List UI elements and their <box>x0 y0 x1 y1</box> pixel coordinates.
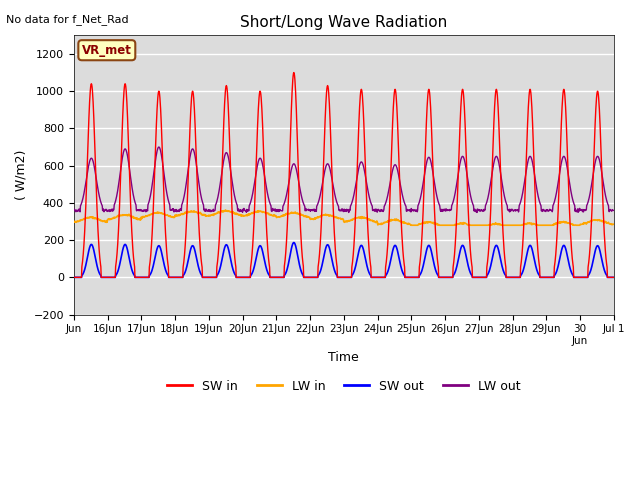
Y-axis label: ( W/m2): ( W/m2) <box>15 150 28 200</box>
X-axis label: Time: Time <box>328 351 359 364</box>
Legend: SW in, LW in, SW out, LW out: SW in, LW in, SW out, LW out <box>163 375 525 398</box>
Text: VR_met: VR_met <box>82 44 132 57</box>
Text: No data for f_Net_Rad: No data for f_Net_Rad <box>6 14 129 25</box>
Title: Short/Long Wave Radiation: Short/Long Wave Radiation <box>240 15 447 30</box>
